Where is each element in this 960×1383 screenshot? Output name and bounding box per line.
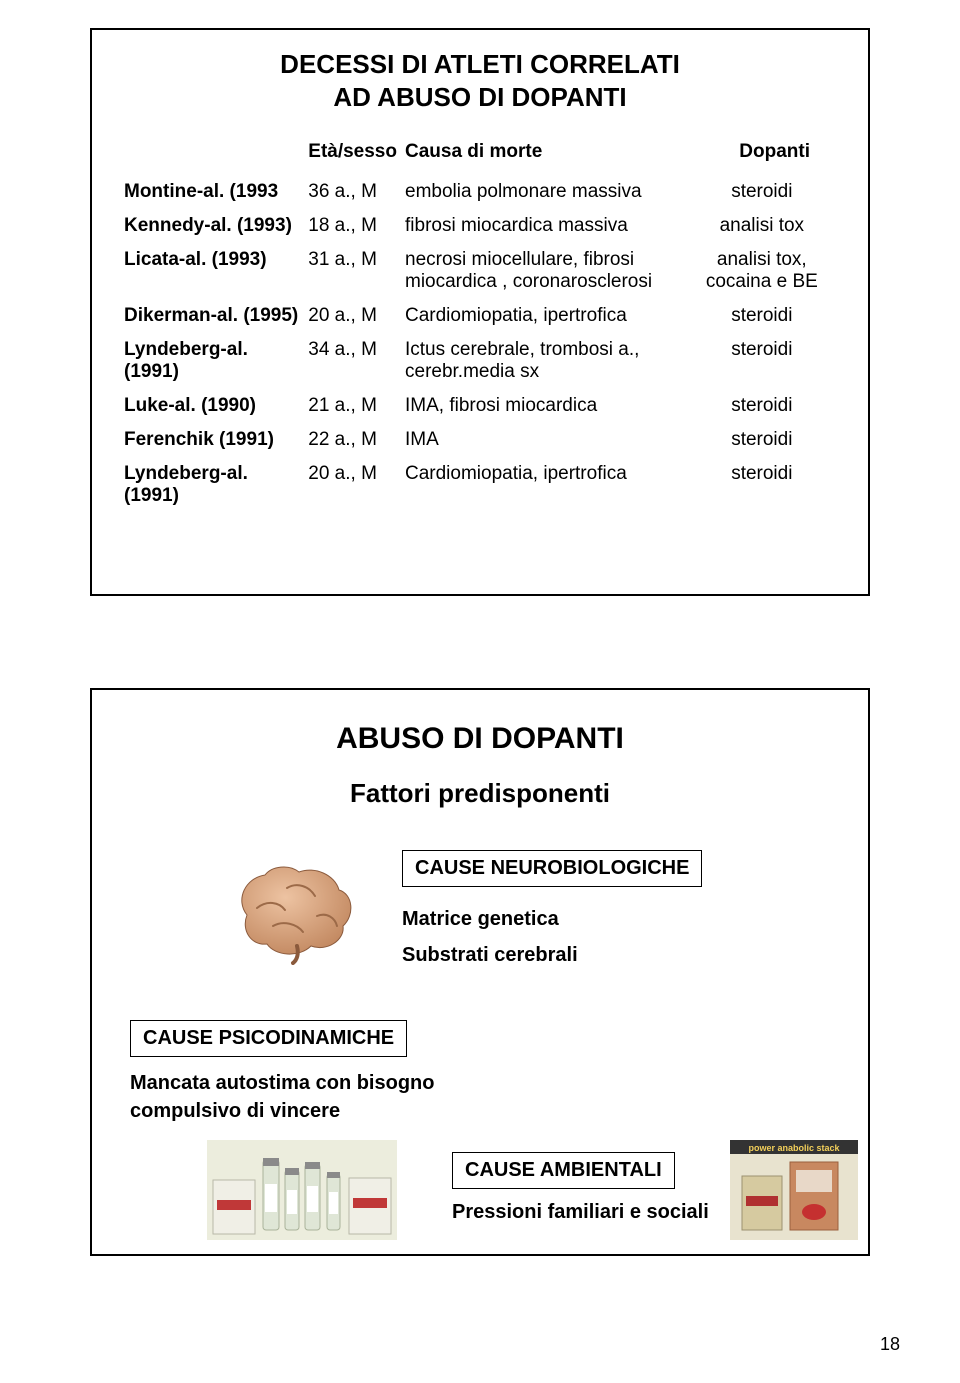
cell-age: 31 a., M [304, 243, 401, 299]
cell-cause: Ictus cerebrale, trombosi a., cerebr.med… [401, 333, 684, 389]
cell-ref: Dikerman-al. (1995) [120, 299, 304, 333]
table-row: Lyndeberg-al. (1991)20 a., MCardiomiopat… [120, 457, 840, 513]
cell-dopant: steroidi [684, 423, 840, 457]
table-row: Luke-al. (1990)21 a., MIMA, fibrosi mioc… [120, 389, 840, 423]
cell-age: 34 a., M [304, 333, 401, 389]
cell-age: 18 a., M [304, 209, 401, 243]
title-line-2: AD ABUSO DI DOPANTI [120, 81, 840, 114]
vials-illustration [207, 1140, 397, 1240]
brain-icon [227, 860, 362, 965]
neuro-heading: CAUSE NEUROBIOLOGICHE [402, 850, 702, 887]
psico-line-1: Mancata autostima con bisogno compulsivo… [130, 1069, 490, 1125]
table-row: Kennedy-al. (1993)18 a., Mfibrosi miocar… [120, 209, 840, 243]
col-ref [120, 135, 304, 175]
slide-deaths-table: DECESSI DI ATLETI CORRELATI AD ABUSO DI … [90, 28, 870, 596]
cell-cause: IMA [401, 423, 684, 457]
neuro-lines: Matrice genetica Substrati cerebrali [402, 901, 702, 973]
packs-illustration: power anabolic stack [730, 1140, 858, 1240]
cell-age: 22 a., M [304, 423, 401, 457]
amb-line-1: Pressioni familiari e sociali [452, 1201, 709, 1224]
cell-ref: Ferenchik (1991) [120, 423, 304, 457]
cell-ref: Kennedy-al. (1993) [120, 209, 304, 243]
psico-region: CAUSE PSICODINAMICHE Mancata autostima c… [130, 1020, 490, 1125]
cell-cause: embolia polmonare massiva [401, 175, 684, 209]
amb-heading: CAUSE AMBIENTALI [452, 1152, 675, 1189]
table-row: Ferenchik (1991)22 a., MIMAsteroidi [120, 423, 840, 457]
cell-age: 20 a., M [304, 299, 401, 333]
cell-dopant: steroidi [684, 299, 840, 333]
psico-heading: CAUSE PSICODINAMICHE [130, 1020, 407, 1057]
cell-dopant: steroidi [684, 457, 840, 513]
cell-ref: Lyndeberg-al. (1991) [120, 457, 304, 513]
table-row: Licata-al. (1993)31 a., Mnecrosi miocell… [120, 243, 840, 299]
cell-ref: Montine-al. (1993 [120, 175, 304, 209]
cell-cause: IMA, fibrosi miocardica [401, 389, 684, 423]
svg-text:power anabolic stack: power anabolic stack [748, 1143, 840, 1153]
cell-dopant: steroidi [684, 175, 840, 209]
col-cause: Causa di morte [401, 135, 684, 175]
table-header-row: Età/sesso Causa di morte Dopanti [120, 135, 840, 175]
col-age: Età/sesso [304, 135, 401, 175]
cell-cause: Cardiomiopatia, ipertrofica [401, 457, 684, 513]
table-row: Lyndeberg-al. (1991)34 a., MIctus cerebr… [120, 333, 840, 389]
cell-age: 36 a., M [304, 175, 401, 209]
table-row: Montine-al. (199336 a., Membolia polmona… [120, 175, 840, 209]
cell-dopant: analisi tox, cocaina e BE [684, 243, 840, 299]
cell-ref: Luke-al. (1990) [120, 389, 304, 423]
slide2-title: ABUSO DI DOPANTI [92, 722, 868, 756]
cell-ref: Lyndeberg-al. (1991) [120, 333, 304, 389]
slide1-title: DECESSI DI ATLETI CORRELATI AD ABUSO DI … [120, 48, 840, 113]
cell-dopant: steroidi [684, 333, 840, 389]
slide-predisposing-factors: ABUSO DI DOPANTI Fattori predisponenti C… [90, 688, 870, 1256]
title-line-1: DECESSI DI ATLETI CORRELATI [120, 48, 840, 81]
cell-ref: Licata-al. (1993) [120, 243, 304, 299]
deaths-table: Età/sesso Causa di morte Dopanti Montine… [120, 135, 840, 513]
cell-cause: fibrosi miocardica massiva [401, 209, 684, 243]
cell-age: 21 a., M [304, 389, 401, 423]
neuro-line-1: Matrice genetica [402, 901, 702, 937]
cell-age: 20 a., M [304, 457, 401, 513]
col-dopant: Dopanti [684, 135, 840, 175]
cell-dopant: analisi tox [684, 209, 840, 243]
neuro-region: CAUSE NEUROBIOLOGICHE Matrice genetica S… [402, 850, 702, 973]
slide2-subtitle: Fattori predisponenti [92, 778, 868, 809]
cell-cause: necrosi miocellulare, fibrosi miocardica… [401, 243, 684, 299]
amb-region: CAUSE AMBIENTALI Pressioni familiari e s… [452, 1152, 709, 1224]
cell-dopant: steroidi [684, 389, 840, 423]
table-row: Dikerman-al. (1995)20 a., MCardiomiopati… [120, 299, 840, 333]
cell-cause: Cardiomiopatia, ipertrofica [401, 299, 684, 333]
page-number: 18 [880, 1334, 900, 1355]
neuro-line-2: Substrati cerebrali [402, 937, 702, 973]
